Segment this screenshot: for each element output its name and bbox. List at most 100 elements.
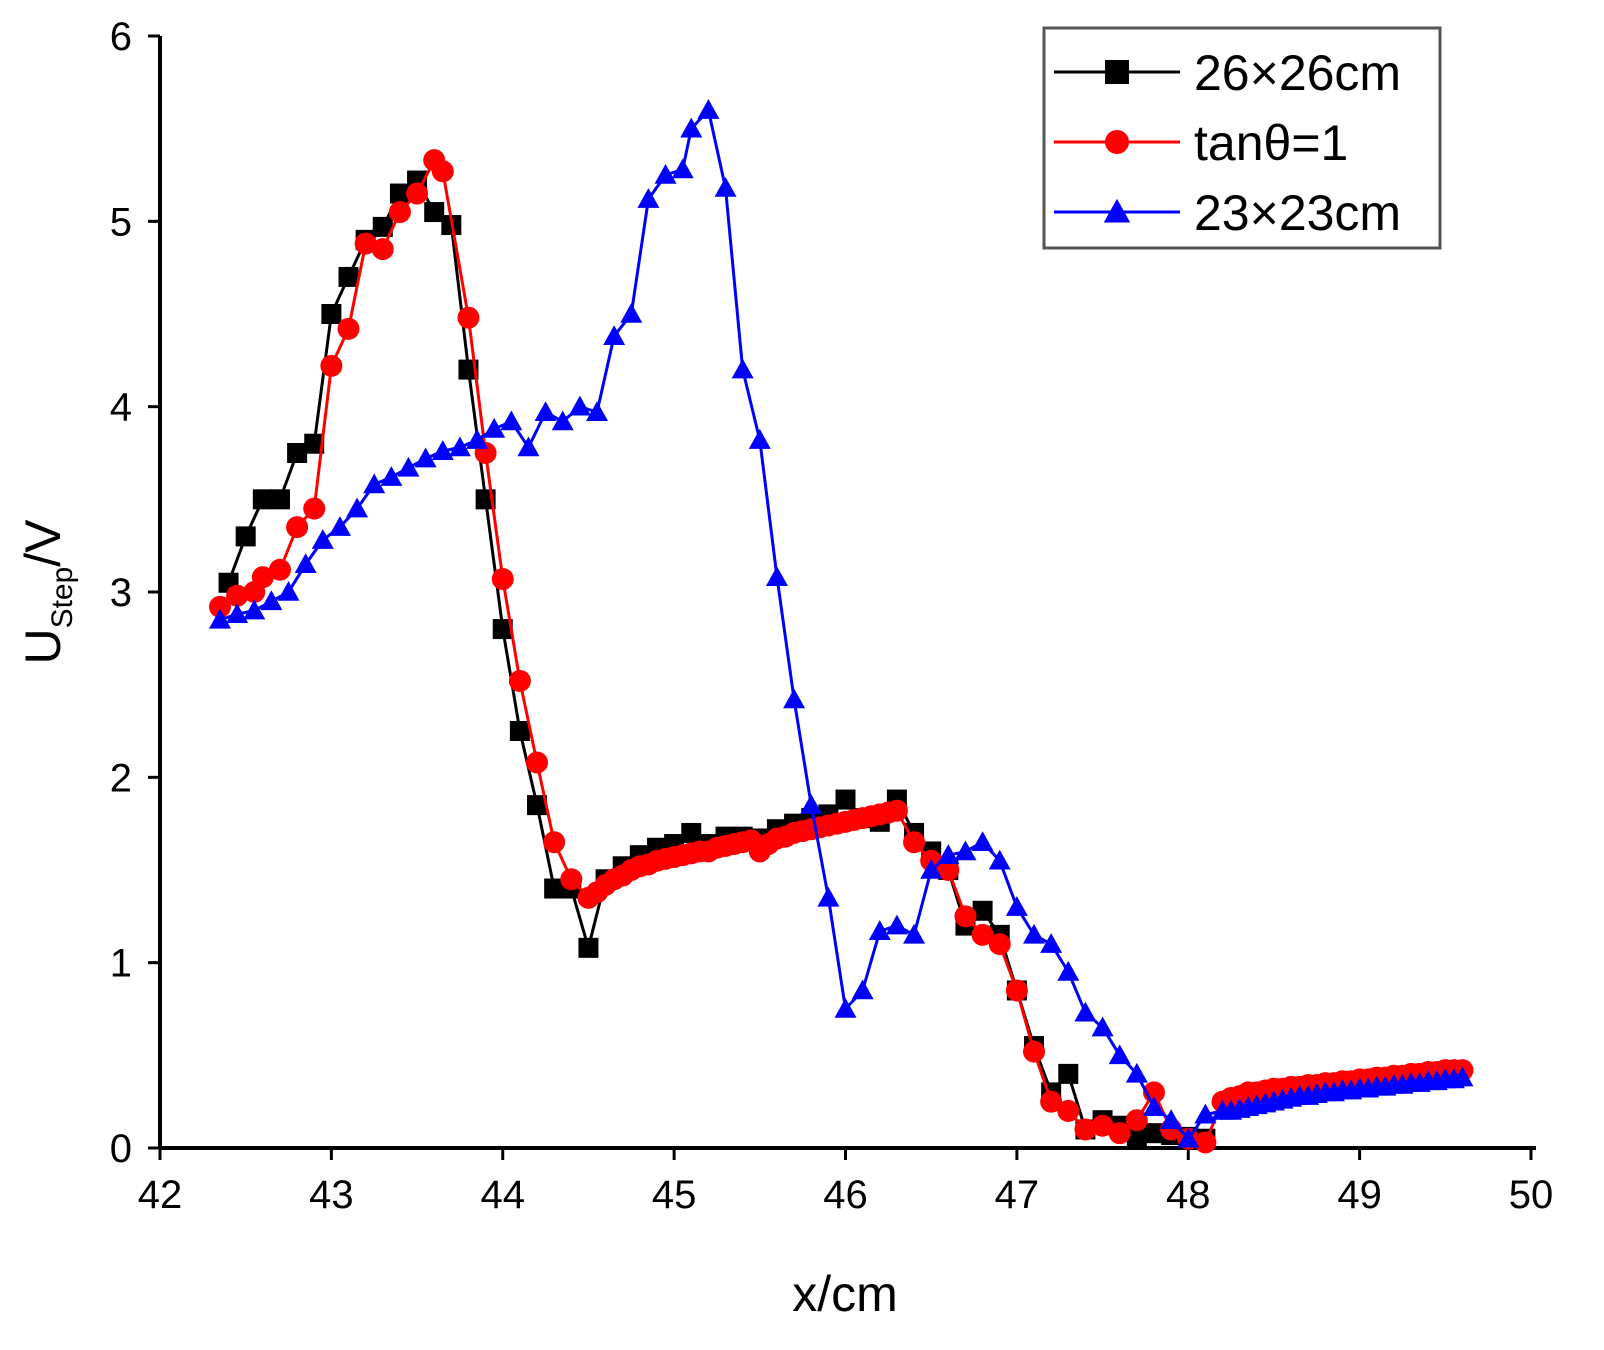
data-point-triangle	[1451, 1066, 1474, 1087]
y-tick-label: 2	[110, 756, 132, 800]
data-point-circle	[954, 905, 977, 928]
y-tick-label: 0	[110, 1127, 132, 1171]
data-point-triangle	[765, 566, 788, 586]
data-point-circle	[431, 160, 454, 183]
data-point-triangle	[603, 325, 626, 346]
x-tick-label: 45	[652, 1173, 697, 1217]
data-point-circle	[320, 354, 343, 377]
data-point-circle	[388, 201, 411, 224]
y-tick-label: 5	[110, 200, 132, 244]
data-point-triangle	[226, 603, 249, 624]
y-tick-label: 4	[110, 386, 132, 430]
x-tick-label: 49	[1337, 1173, 1382, 1217]
data-point-square	[372, 216, 393, 237]
data-point-triangle	[311, 529, 334, 549]
data-point-triangle	[483, 417, 506, 438]
x-tick-label: 43	[309, 1173, 354, 1217]
data-point-triangle	[466, 429, 489, 449]
data-point-square	[1105, 60, 1129, 84]
data-point-circle	[208, 595, 231, 618]
data-point-triangle	[817, 886, 840, 907]
data-point-triangle	[517, 436, 540, 457]
data-point-triangle	[731, 358, 754, 379]
data-point-triangle	[697, 99, 720, 119]
legend: 26×26cm tanθ=1 23×23cm	[1042, 26, 1442, 250]
data-point-triangle	[834, 998, 857, 1018]
data-point-square	[1126, 1128, 1147, 1149]
data-point-triangle	[851, 979, 874, 1000]
data-point-square	[972, 900, 993, 921]
data-point-triangle	[988, 849, 1011, 870]
data-point-square	[287, 443, 308, 463]
data-point-circle	[526, 751, 549, 774]
y-ticks: 0 1 2 3 4 5 6	[110, 15, 160, 1171]
data-point-square	[321, 304, 342, 324]
data-point-circle	[354, 232, 377, 255]
legend-entry: tanθ=1	[1054, 115, 1348, 171]
data-point-triangle	[586, 401, 609, 422]
series-3	[208, 99, 1474, 1148]
data-point-triangle	[346, 497, 369, 518]
data-point-circle	[1091, 1114, 1114, 1137]
x-tick-label: 42	[138, 1173, 183, 1217]
x-tick-label: 50	[1509, 1173, 1554, 1217]
data-point-circle	[303, 497, 326, 520]
data-point-triangle	[243, 599, 266, 620]
x-tick-label: 46	[823, 1173, 868, 1217]
series-line	[227, 178, 1206, 1141]
data-point-square	[544, 878, 565, 899]
data-point-circle	[1005, 979, 1028, 1002]
data-point-circle	[560, 868, 583, 891]
data-point-circle	[1194, 1131, 1217, 1154]
y-tick-label: 1	[110, 942, 132, 986]
data-point-circle	[1040, 1090, 1063, 1113]
data-point-circle	[406, 182, 429, 205]
data-point-triangle	[1160, 1109, 1183, 1129]
data-point-triangle	[260, 590, 283, 611]
data-point-triangle	[414, 447, 437, 468]
data-point-circle	[1023, 1040, 1046, 1063]
legend-entry: 23×23cm	[1054, 185, 1401, 241]
data-point-triangle	[1177, 1127, 1200, 1148]
data-point-circle	[226, 584, 249, 607]
series-line	[219, 106, 1463, 1142]
data-point-circle	[1105, 130, 1129, 154]
data-point-circle	[491, 568, 514, 591]
series-2	[208, 149, 1474, 1154]
data-point-triangle	[654, 164, 677, 184]
y-tick-label: 3	[110, 571, 132, 615]
data-point-triangle	[1005, 896, 1028, 916]
data-point-triangle	[1103, 198, 1131, 223]
data-point-triangle	[1074, 1001, 1097, 1022]
data-point-triangle	[937, 844, 960, 864]
data-point-triangle	[397, 456, 420, 477]
data-point-triangle	[620, 303, 643, 323]
data-point-square	[835, 789, 856, 810]
data-point-circle	[1074, 1118, 1097, 1141]
data-point-triangle	[380, 466, 403, 486]
data-point-triangle	[500, 410, 523, 431]
data-point-square	[338, 266, 359, 287]
data-point-circle	[971, 923, 994, 946]
legend-label: 23×23cm	[1194, 185, 1401, 241]
data-point-triangle	[885, 914, 908, 935]
data-point-triangle	[1194, 1103, 1217, 1124]
data-point-triangle	[534, 401, 557, 422]
data-point-triangle	[971, 831, 994, 851]
x-axis-title: x/cm	[792, 1266, 898, 1322]
data-point-triangle	[748, 429, 771, 449]
data-point-triangle	[568, 395, 591, 416]
x-ticks: 42 43 44 45 46 47 48 49 50	[138, 1148, 1554, 1217]
data-point-square	[527, 795, 548, 816]
data-point-triangle	[680, 117, 703, 138]
data-point-circle	[903, 831, 926, 854]
data-point-triangle	[328, 516, 351, 536]
data-point-square	[235, 526, 256, 547]
data-point-triangle	[637, 188, 660, 208]
y-axis-title-sub: Step	[46, 567, 79, 629]
data-point-circle	[508, 669, 531, 692]
legend-label: tanθ=1	[1194, 115, 1348, 171]
data-point-triangle	[1057, 960, 1080, 981]
data-point-triangle	[954, 840, 977, 861]
